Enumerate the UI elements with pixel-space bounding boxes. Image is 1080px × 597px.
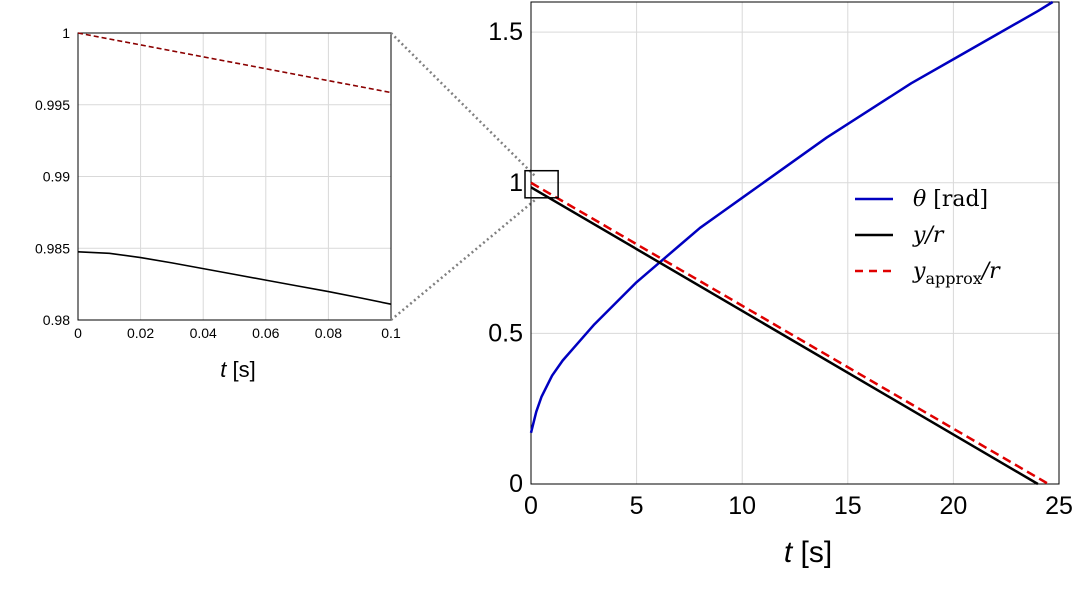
legend-y-approx-subscript: approx <box>925 269 981 288</box>
main-grid <box>530 2 1060 485</box>
main-series-y-approx-over-r <box>530 181 1050 486</box>
main-x-tick-label: 10 <box>728 492 756 520</box>
main-x-tick-label: 25 <box>1045 492 1073 520</box>
inset-x-tick-label: 0.1 <box>381 325 401 341</box>
inset-x-axis-label: t [s] <box>220 357 255 382</box>
main-x-axis-label: t [s] <box>784 536 832 569</box>
inset-plot-frame <box>77 32 392 321</box>
main-x-tick-label: 15 <box>834 492 862 520</box>
main-chart: 0 5 10 15 20 25 00.511.5 t [s] θ [rad] y/r ya… <box>488 0 1073 569</box>
inset-y-tick-label: 0.985 <box>35 240 70 256</box>
inset-x-tick-label: 0 <box>74 325 82 341</box>
inset-x-axis-unit: [s] <box>233 357 256 382</box>
inset-grid <box>77 32 392 321</box>
inset-y-tick-label: 0.98 <box>43 312 70 328</box>
inset-series-y-approx-over-r <box>77 32 392 94</box>
main-x-tick-label: 0 <box>524 492 538 520</box>
main-series <box>529 0 1054 486</box>
legend-theta-variable: θ <box>913 187 926 212</box>
main-x-ticks: 0 5 10 15 20 25 <box>524 492 1073 520</box>
main-plot-frame <box>530 1 1060 485</box>
main-series-y-over-r <box>530 186 1039 486</box>
legend: θ [rad] y/r yapprox/r <box>855 187 1001 288</box>
inset-x-axis-variable: t <box>220 357 227 382</box>
main-x-tick-label: 20 <box>939 492 967 520</box>
legend-entry-y-over-r: y/r <box>912 223 945 248</box>
legend-entry-y-approx-over-r: yapprox/r <box>912 259 1001 288</box>
inset-x-ticks: 0 0.02 0.04 0.06 0.08 0.1 <box>74 325 401 341</box>
main-x-axis-variable: t <box>784 536 794 569</box>
inset-y-tick-label: 0.995 <box>35 97 70 113</box>
legend-y-approx-variable: y <box>912 259 926 284</box>
main-y-tick-label: 0 <box>509 470 523 498</box>
inset-y-tick-label: 1 <box>62 25 70 41</box>
main-y-ticks: 0 0.5 1 1.5 <box>488 18 523 498</box>
inset-chart: 0 0.02 0.04 0.06 0.08 0.1 0.98 0.985 0.99 0.995 1… <box>35 25 401 382</box>
main-series-theta <box>529 0 1054 434</box>
main-x-tick-label: 5 <box>630 492 644 520</box>
inset-series <box>77 32 392 306</box>
inset-x-tick-label: 0.04 <box>190 325 217 341</box>
inset-y-ticks: 0.98 0.985 0.99 0.995 1 <box>35 25 70 328</box>
legend-y-variable: y <box>912 223 926 248</box>
inset-x-tick-label: 0.02 <box>127 325 154 341</box>
zoom-box <box>524 169 559 199</box>
main-y-tick-label: 1.5 <box>488 18 523 46</box>
legend-entry-theta: θ [rad] <box>913 187 988 212</box>
main-y-tick-label: 1 <box>509 169 523 197</box>
inset-y-tick-label: 0.99 <box>43 169 70 185</box>
legend-y-suffix: /r <box>923 223 944 248</box>
inset-x-tick-label: 0.06 <box>252 325 279 341</box>
zoom-connector-top <box>390 32 536 177</box>
main-x-axis-unit: [s] <box>801 536 833 569</box>
legend-theta-unit: [rad] <box>933 187 988 212</box>
inset-series-y-over-r <box>77 251 392 306</box>
main-y-tick-label: 0.5 <box>488 319 523 347</box>
zoom-connector-bottom <box>390 199 536 321</box>
inset-x-tick-label: 0.08 <box>315 325 342 341</box>
legend-y-approx-suffix: /r <box>980 259 1001 284</box>
